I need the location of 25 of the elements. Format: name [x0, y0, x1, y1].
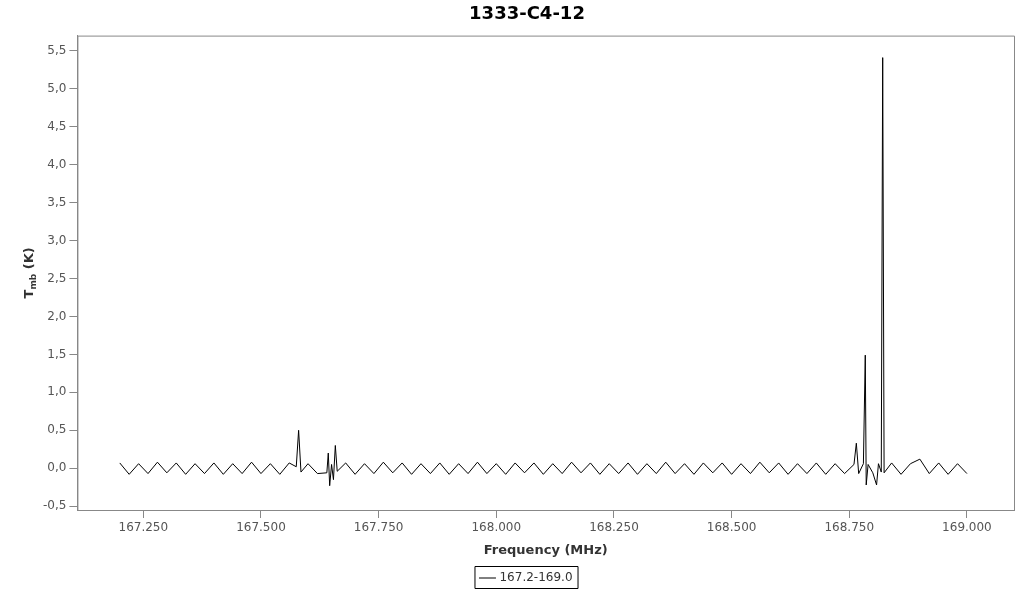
- y-tick-label: 2,5: [47, 270, 67, 285]
- x-tick-label: 168.500: [706, 520, 757, 535]
- x-tick-label: 168.000: [471, 520, 522, 535]
- legend-label: 167.2-169.0: [499, 570, 573, 585]
- y-tick-label: -0,5: [42, 498, 67, 513]
- y-tick-label: 0,0: [47, 460, 67, 475]
- x-tick-label: 168.250: [589, 520, 639, 535]
- y-axis-title: Tmb (K): [21, 247, 39, 299]
- y-tick-label: 3,0: [47, 232, 67, 247]
- y-tick-label: 2,0: [47, 308, 67, 323]
- y-tick-label: 4,5: [47, 118, 67, 133]
- y-tick-label: 1,0: [47, 384, 67, 399]
- x-tick-label: 168.750: [824, 520, 875, 535]
- x-tick-label: 167.750: [353, 520, 404, 535]
- y-tick-label: 1,5: [47, 346, 67, 361]
- chart-title: 1333-C4-12: [469, 2, 585, 24]
- x-tick-label: 167.250: [118, 520, 169, 535]
- y-tick-label: 5,0: [47, 80, 67, 95]
- x-axis-title: Frequency (MHz): [483, 541, 608, 557]
- y-tick-label: 4,0: [47, 156, 67, 171]
- y-tick-label: 0,5: [47, 422, 67, 437]
- x-tick-label: 167.500: [236, 520, 286, 535]
- y-tick-label: 3,5: [47, 194, 67, 209]
- x-tick-label: 169.000: [942, 520, 992, 535]
- y-tick-label: 5,5: [47, 42, 67, 57]
